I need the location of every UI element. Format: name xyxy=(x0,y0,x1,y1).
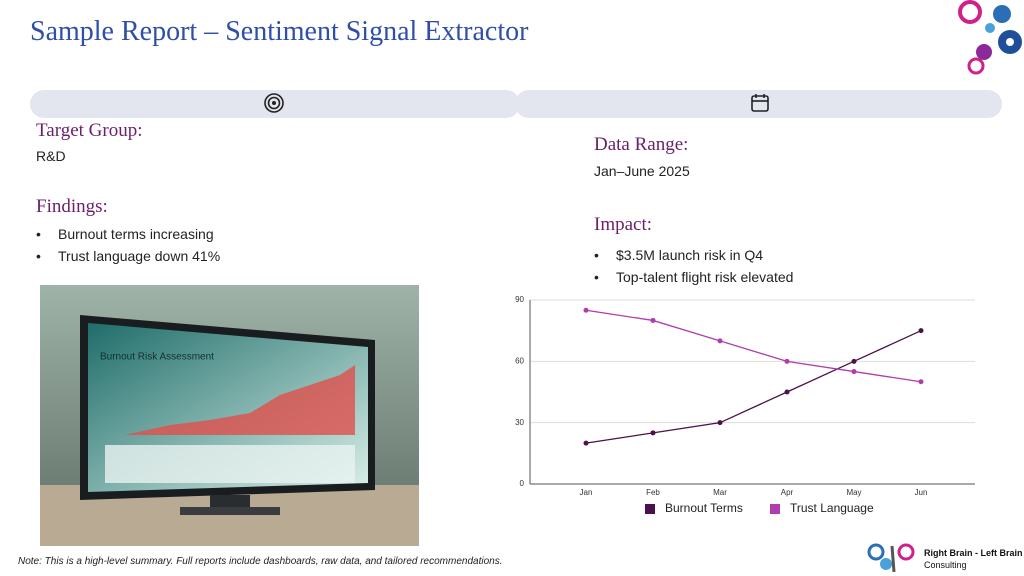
data-point xyxy=(851,358,857,364)
data-point xyxy=(583,307,589,313)
data-point xyxy=(717,420,723,426)
section-label: Impact: xyxy=(594,214,653,235)
monitor-photo: Burnout Risk Assessment xyxy=(40,285,419,546)
legend-label: Trust Language xyxy=(790,501,874,515)
y-tick-label: 90 xyxy=(515,295,524,304)
legend-label: Burnout Terms xyxy=(665,501,743,515)
brand-logo xyxy=(867,543,915,573)
page-title: Sample Report – Sentiment Signal Extract… xyxy=(30,16,529,47)
finding: Burnout terms increasing xyxy=(34,226,220,242)
y-tick-label: 30 xyxy=(515,418,524,427)
x-tick-label: Jan xyxy=(580,488,593,497)
x-tick-label: May xyxy=(846,488,861,497)
legend-swatch xyxy=(645,504,655,514)
data-point xyxy=(784,389,790,395)
impact-list: $3.5M launch risk in Q4 Top-talent fligh… xyxy=(592,247,793,291)
data-point xyxy=(650,430,656,436)
brand-sub: Consulting xyxy=(924,560,967,570)
data-point xyxy=(717,338,723,344)
footer-note: Note: This is a high-level summary. Full… xyxy=(18,556,503,567)
y-tick-label: 60 xyxy=(515,356,524,365)
impact-item: $3.5M launch risk in Q4 xyxy=(592,247,793,263)
series-line xyxy=(585,330,922,444)
data-point xyxy=(650,317,656,323)
line-chart: 0 30 60 90 Jan Feb Mar Apr May Jun Burnout Terms Tr… xyxy=(515,295,975,515)
header-bar xyxy=(515,90,1002,118)
data-point xyxy=(583,440,589,446)
finding: Trust language down 41% xyxy=(34,248,220,264)
target-icon xyxy=(264,93,284,113)
data-point xyxy=(851,369,857,375)
impact-item: Top-talent flight risk elevated xyxy=(592,269,793,285)
x-tick-label: Feb xyxy=(646,488,660,497)
data-point xyxy=(918,379,924,385)
section-value: Jan–June 2025 xyxy=(594,163,690,179)
data-point xyxy=(784,358,790,364)
y-tick-label: 0 xyxy=(520,479,525,488)
section-label: Data Range: xyxy=(594,134,689,155)
brand-name: Right Brain - Left Brain xyxy=(924,548,1023,558)
findings-list: Burnout terms increasing Trust language … xyxy=(34,226,220,270)
section-label: Target Group: xyxy=(36,120,143,141)
gears-logo xyxy=(958,0,1022,75)
x-tick-label: Jun xyxy=(915,488,928,497)
section-label: Findings: xyxy=(36,196,108,217)
series-line xyxy=(585,309,922,383)
section-value: R&D xyxy=(36,148,66,164)
data-point xyxy=(918,328,924,334)
calendar-icon xyxy=(751,94,769,112)
x-tick-label: Mar xyxy=(713,488,727,497)
photo-title: Burnout Risk Assessment xyxy=(100,352,214,363)
legend-swatch xyxy=(770,504,780,514)
x-tick-label: Apr xyxy=(781,488,794,497)
